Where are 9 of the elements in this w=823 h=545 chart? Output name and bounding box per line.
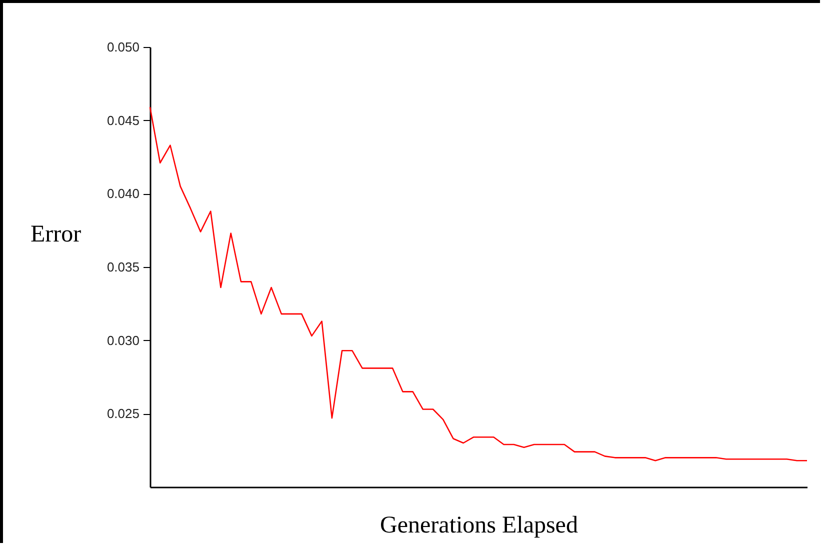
line-series (149, 106, 808, 462)
y-tick-label: 0.040 (106, 186, 140, 202)
y-axis-title: Error (30, 222, 82, 248)
x-axis-title: Generations Elapsed (380, 512, 578, 538)
y-tick-label: 0.050 (106, 40, 140, 54)
y-tick-label: 0.030 (106, 332, 140, 348)
y-tick-label: 0.045 (106, 112, 140, 128)
y-tick-label: 0.035 (106, 260, 140, 274)
y-tick-label: 0.025 (106, 406, 140, 422)
